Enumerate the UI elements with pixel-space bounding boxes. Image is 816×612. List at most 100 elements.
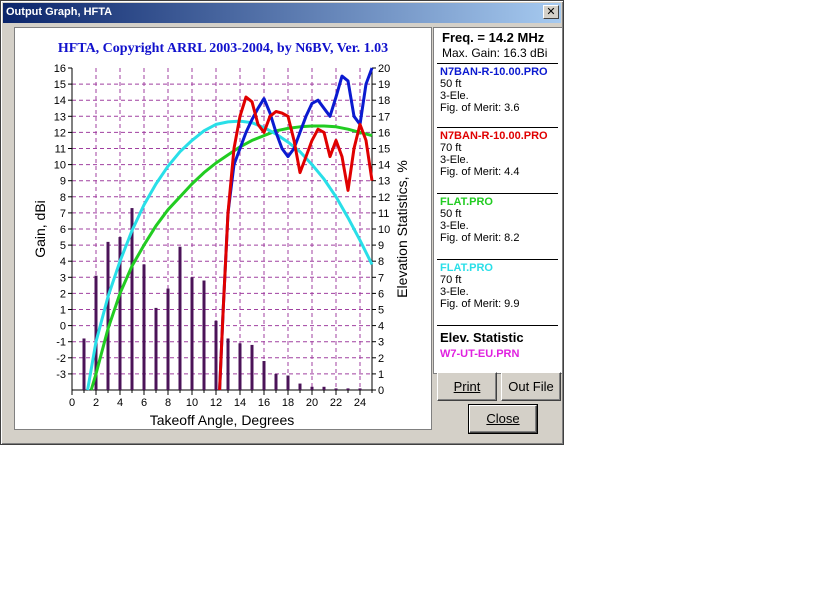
legend-height: 70 ft	[440, 142, 462, 154]
y-tick-label: 0	[60, 321, 66, 333]
legend-height: 70 ft	[440, 274, 462, 286]
y2-tick-label: 1	[378, 369, 384, 381]
y-tick-label: 7	[60, 208, 66, 220]
statistic-bar	[178, 246, 182, 390]
out-file-button-label: Out File	[508, 379, 554, 394]
legend-panel: Freq. = 14.2 MHz Max. Gain: 16.3 dBi N7B…	[433, 27, 563, 374]
legend-antenna: 3-Ele.	[440, 220, 469, 232]
y-tick-label: 4	[60, 256, 66, 268]
legend-file-name: N7BAN-R-10.00.PRO	[440, 130, 548, 142]
elev-statistic-heading: Elev. Statistic	[440, 330, 524, 345]
statistic-bar	[214, 320, 218, 390]
close-window-button[interactable]: ✕	[543, 5, 559, 19]
series-line-2	[218, 95, 374, 391]
divider	[437, 63, 558, 64]
series-line-4	[86, 119, 374, 391]
y2-tick-label: 14	[378, 160, 390, 172]
y2-tick-label: 8	[378, 256, 384, 268]
statistic-bar	[130, 208, 134, 390]
statistic-bar	[190, 277, 194, 390]
y-tick-label: 9	[60, 176, 66, 188]
statistic-bar	[274, 373, 278, 390]
frequency-label: Freq. = 14.2 MHz	[442, 30, 545, 45]
y2-tick-label: 0	[378, 385, 384, 397]
y-tick-label: 10	[54, 160, 66, 172]
plot-area: HFTA, Copyright ARRL 2003-2004, by N6BV,…	[14, 27, 432, 430]
y2-tick-label: 4	[378, 321, 384, 333]
statistic-bar	[262, 361, 266, 390]
x-tick-label: 12	[210, 397, 222, 409]
statistic-bar	[250, 344, 254, 390]
print-button[interactable]: Print	[437, 372, 497, 401]
series-line-3	[89, 124, 373, 391]
y2-tick-label: 9	[378, 240, 384, 252]
legend-entry-3: FLAT.PRO 50 ft 3-Ele. Fig. of Merit: 8.2	[440, 196, 519, 244]
y-tick-label: 2	[60, 288, 66, 300]
statistic-bar	[166, 288, 170, 390]
output-graph-window: Output Graph, HFTA ✕ HFTA, Copyright ARR…	[0, 0, 564, 445]
y-tick-label: 13	[54, 111, 66, 123]
x-tick-label: 2	[93, 397, 99, 409]
x-tick-label: 20	[306, 397, 318, 409]
legend-height: 50 ft	[440, 78, 462, 90]
y2-tick-label: 11	[378, 208, 389, 220]
y-tick-label: 8	[60, 192, 66, 204]
y-tick-label: 11	[55, 144, 66, 156]
y2-tick-label: 6	[378, 288, 384, 300]
x-tick-label: 16	[258, 397, 270, 409]
y-tick-label: 3	[60, 272, 66, 284]
statistic-bar	[358, 388, 362, 390]
y-tick-label: 14	[54, 95, 66, 107]
legend-entry-1: N7BAN-R-10.00.PRO 50 ft 3-Ele. Fig. of M…	[440, 66, 548, 114]
legend-antenna: 3-Ele.	[440, 286, 469, 298]
statistic-bar	[82, 338, 86, 390]
y-tick-label: 5	[60, 240, 66, 252]
y-tick-label: 12	[54, 127, 66, 139]
max-gain-label: Max. Gain: 16.3 dBi	[442, 46, 548, 60]
statistic-bar	[154, 307, 158, 390]
x-tick-label: 0	[69, 397, 75, 409]
legend-entry-2: N7BAN-R-10.00.PRO 70 ft 3-Ele. Fig. of M…	[440, 130, 548, 178]
x-tick-label: 4	[117, 397, 123, 409]
statistic-bar	[286, 375, 290, 390]
y-tick-label: 6	[60, 224, 66, 236]
out-file-button[interactable]: Out File	[501, 372, 561, 401]
statistic-bar	[322, 386, 326, 390]
statistic-bar	[94, 275, 98, 390]
legend-entry-4: FLAT.PRO 70 ft 3-Ele. Fig. of Merit: 9.9	[440, 262, 519, 310]
statistic-bar	[298, 383, 302, 390]
legend-file-name: N7BAN-R-10.00.PRO	[440, 66, 548, 78]
legend-height: 50 ft	[440, 208, 462, 220]
y2-tick-label: 16	[378, 127, 390, 139]
divider	[437, 325, 558, 326]
legend-merit: Fig. of Merit: 9.9	[440, 298, 520, 310]
legend-file-name: FLAT.PRO	[440, 196, 493, 208]
close-button[interactable]: Close	[468, 404, 538, 434]
legend-file-name: FLAT.PRO	[440, 262, 493, 274]
legend-merit: Fig. of Merit: 8.2	[440, 232, 520, 244]
statistic-bar	[142, 264, 146, 390]
y-tick-label: 1	[60, 305, 66, 317]
divider	[437, 193, 558, 194]
y2-tick-label: 2	[378, 353, 384, 365]
statistic-bar	[118, 237, 122, 390]
statistic-bar	[346, 388, 350, 390]
y2-tick-label: 19	[378, 79, 390, 91]
print-button-label: Print	[453, 379, 481, 394]
x-tick-label: 24	[354, 397, 366, 409]
x-tick-label: 14	[234, 397, 246, 409]
title-bar[interactable]: Output Graph, HFTA ✕	[3, 3, 561, 23]
y-tick-label: 15	[54, 79, 66, 91]
y2-tick-label: 20	[378, 63, 390, 75]
x-tick-label: 22	[330, 397, 342, 409]
legend-merit: Fig. of Merit: 4.4	[440, 166, 520, 178]
legend-merit: Fig. of Merit: 3.6	[440, 102, 520, 114]
y2-tick-label: 12	[378, 192, 390, 204]
y2-tick-label: 13	[378, 176, 390, 188]
y2-tick-label: 3	[378, 337, 384, 349]
y-tick-label: -3	[56, 369, 66, 381]
legend-antenna: 3-Ele.	[440, 154, 469, 166]
statistic-bar	[238, 343, 242, 390]
y-tick-label: -1	[56, 337, 66, 349]
x-axis-label: Takeoff Angle, Degrees	[150, 412, 295, 428]
